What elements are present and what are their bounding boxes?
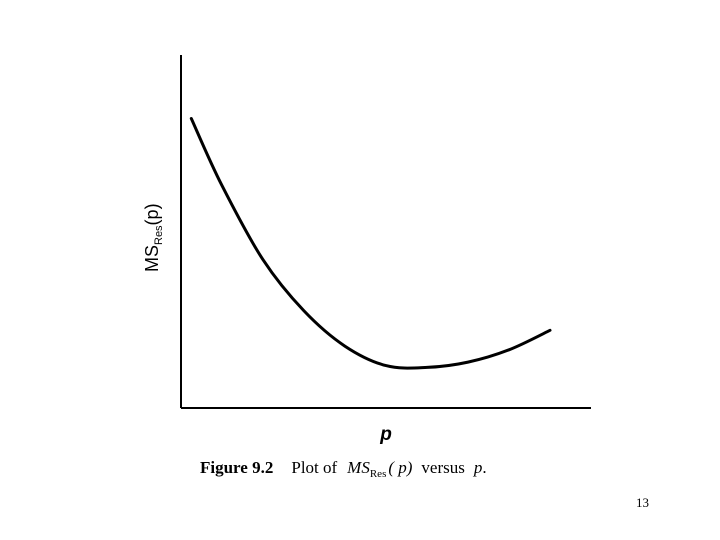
y-axis-label: MSRes(p) xyxy=(142,203,165,272)
page-number: 13 xyxy=(636,495,649,510)
figure-caption: Figure 9.2 Plot of MSRes( p) versus p. xyxy=(200,458,487,480)
x-axis-label: p xyxy=(379,424,392,445)
series-curve xyxy=(189,117,552,370)
